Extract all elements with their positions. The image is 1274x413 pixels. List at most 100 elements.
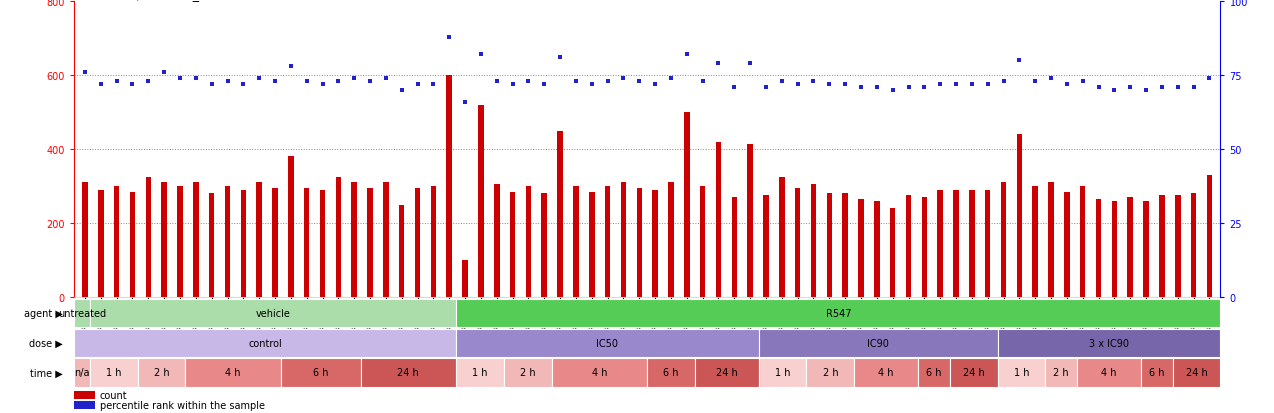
- Point: [280, 64, 301, 70]
- Text: 6 h: 6 h: [1149, 368, 1164, 377]
- Bar: [647, 358, 696, 387]
- Bar: [224, 187, 231, 297]
- Bar: [1175, 196, 1181, 297]
- Bar: [361, 358, 456, 387]
- Text: 2 h: 2 h: [1054, 368, 1069, 377]
- Point: [851, 84, 871, 91]
- Bar: [1080, 187, 1085, 297]
- Bar: [637, 188, 642, 297]
- Point: [724, 84, 744, 91]
- Point: [866, 84, 887, 91]
- Point: [629, 78, 650, 85]
- Bar: [1032, 187, 1038, 297]
- Bar: [696, 358, 758, 387]
- Bar: [503, 358, 552, 387]
- Bar: [304, 188, 310, 297]
- Text: 6 h: 6 h: [313, 368, 329, 377]
- Text: untreated: untreated: [57, 308, 106, 318]
- Bar: [541, 194, 547, 297]
- Bar: [74, 401, 94, 409]
- Bar: [917, 358, 949, 387]
- Text: n/a: n/a: [74, 368, 89, 377]
- Point: [1120, 84, 1140, 91]
- Bar: [280, 358, 361, 387]
- Point: [233, 81, 254, 88]
- Bar: [494, 185, 499, 297]
- Point: [408, 81, 428, 88]
- Bar: [1049, 183, 1054, 297]
- Bar: [320, 190, 325, 297]
- Point: [945, 81, 966, 88]
- Text: IC90: IC90: [868, 338, 889, 348]
- Bar: [335, 178, 341, 297]
- Bar: [74, 358, 89, 387]
- Text: 4 h: 4 h: [225, 368, 241, 377]
- Text: IC50: IC50: [596, 338, 618, 348]
- Point: [787, 81, 808, 88]
- Text: 4 h: 4 h: [591, 368, 608, 377]
- Point: [550, 55, 571, 62]
- Bar: [758, 358, 806, 387]
- Bar: [478, 105, 484, 297]
- Point: [470, 52, 490, 59]
- Bar: [89, 299, 456, 327]
- Bar: [668, 183, 674, 297]
- Point: [312, 81, 333, 88]
- Text: 2 h: 2 h: [154, 368, 169, 377]
- Bar: [162, 183, 167, 297]
- Bar: [998, 358, 1045, 387]
- Text: count: count: [99, 390, 127, 400]
- Point: [201, 81, 222, 88]
- Point: [1009, 58, 1029, 64]
- Text: 6 h: 6 h: [664, 368, 679, 377]
- Point: [75, 70, 96, 76]
- Bar: [699, 187, 706, 297]
- Bar: [177, 187, 182, 297]
- Point: [1056, 81, 1077, 88]
- Bar: [1078, 358, 1142, 387]
- Point: [455, 99, 475, 106]
- Bar: [462, 261, 468, 297]
- Text: 1 h: 1 h: [775, 368, 790, 377]
- Point: [915, 84, 935, 91]
- Point: [423, 81, 443, 88]
- Bar: [288, 157, 293, 297]
- Bar: [74, 329, 456, 357]
- Point: [329, 78, 349, 85]
- Point: [169, 76, 190, 82]
- Point: [90, 81, 111, 88]
- Bar: [273, 188, 278, 297]
- Text: vehicle: vehicle: [256, 308, 290, 318]
- Point: [1105, 88, 1125, 94]
- Bar: [130, 192, 135, 297]
- Text: 24 h: 24 h: [963, 368, 985, 377]
- Text: dose ▶: dose ▶: [29, 338, 62, 348]
- Bar: [854, 358, 917, 387]
- Point: [581, 81, 601, 88]
- Point: [154, 70, 175, 76]
- Point: [883, 88, 903, 94]
- Point: [487, 78, 507, 85]
- Bar: [810, 185, 817, 297]
- Text: 1 h: 1 h: [106, 368, 121, 377]
- Bar: [89, 358, 138, 387]
- Bar: [1064, 192, 1070, 297]
- Bar: [1001, 183, 1006, 297]
- Bar: [953, 190, 959, 297]
- Point: [344, 76, 364, 82]
- Point: [772, 78, 792, 85]
- Text: control: control: [248, 338, 282, 348]
- Point: [1088, 84, 1108, 91]
- Bar: [526, 187, 531, 297]
- Point: [1041, 76, 1061, 82]
- Bar: [510, 192, 516, 297]
- Text: percentile rank within the sample: percentile rank within the sample: [99, 400, 265, 410]
- Text: GDS5268 / 223024_at: GDS5268 / 223024_at: [74, 0, 211, 1]
- Point: [819, 81, 840, 88]
- Bar: [194, 183, 199, 297]
- Bar: [778, 178, 785, 297]
- Point: [391, 88, 412, 94]
- Bar: [456, 358, 503, 387]
- Bar: [557, 131, 563, 297]
- Point: [359, 78, 380, 85]
